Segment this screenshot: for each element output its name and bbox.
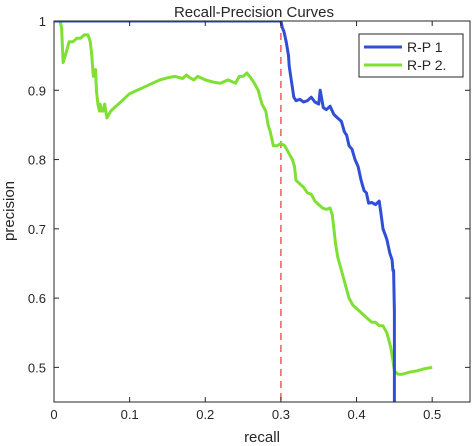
y-tick-label: 0.8 (28, 153, 46, 168)
y-tick-label: 0.9 (28, 83, 46, 98)
x-tick-label: 0.3 (272, 407, 290, 422)
legend: R-P 1 R-P 2. (358, 33, 464, 78)
y-tick-label: 0.7 (28, 222, 46, 237)
chart-title: Recall-Precision Curves (174, 4, 334, 21)
x-tick-label: 0.4 (348, 407, 366, 422)
y-tick-label: 1 (39, 14, 46, 29)
legend-label-1: R-P 1 (407, 39, 443, 55)
axes-box (53, 20, 471, 403)
legend-label-2: R-P 2. (407, 57, 446, 73)
y-tick-label: 0.6 (28, 291, 46, 306)
y-tick-label: 0.5 (28, 360, 46, 375)
series-group (54, 21, 433, 402)
x-tick-label: 0.1 (121, 407, 139, 422)
legend-box (358, 33, 464, 78)
plot-content (54, 21, 433, 402)
series-line-2 (54, 21, 433, 376)
axes: 0 0.1 0.2 0.3 0.4 0.5 0.5 0.6 0.7 0.8 0.9 1 (28, 14, 471, 422)
plot-area (54, 21, 470, 402)
y-axis-label: precision (1, 181, 18, 241)
x-tick-label: 0.2 (196, 407, 214, 422)
x-tick-label: 0 (50, 407, 57, 422)
x-tick-label: 0.5 (423, 407, 441, 422)
series-line-1 (54, 21, 396, 402)
x-axis-label: recall (244, 429, 280, 446)
